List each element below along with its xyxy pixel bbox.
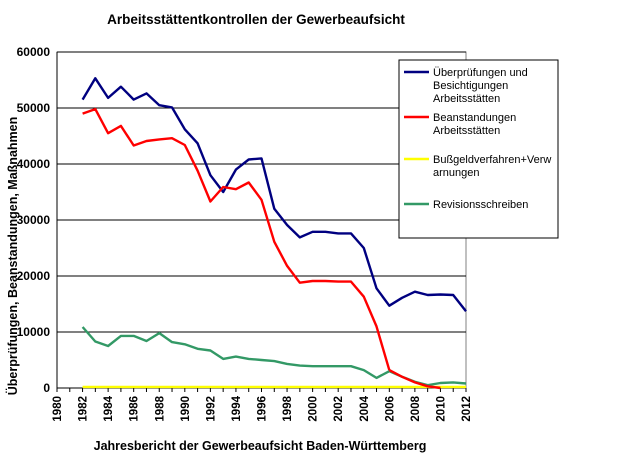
y-axis-title: Überprüfungen, Beanstandungen, Maßnahmen: [5, 117, 20, 396]
legend-label-line: Besichtigungen: [433, 80, 508, 92]
x-tick-label: 2004: [359, 395, 371, 421]
series-line-1: [82, 107, 391, 371]
x-tick-label: 2006: [384, 396, 396, 422]
gridlines: [57, 51, 466, 333]
x-tick-label: 2000: [308, 396, 320, 422]
x-tick-label: 1982: [78, 396, 90, 422]
x-tick-label: 1990: [180, 396, 192, 422]
y-tick-label: 30000: [17, 213, 51, 227]
x-tick-label: 2008: [410, 395, 422, 421]
x-tick-label: 1986: [129, 396, 141, 422]
x-tick-label: 1984: [103, 395, 115, 421]
x-tick-label: 1994: [231, 395, 243, 421]
y-tick-label: 60000: [17, 45, 51, 59]
legend-label-line: Bußgeldverfahren+Verw: [433, 154, 551, 166]
y-tick-label: 0: [43, 381, 50, 395]
series-lines: [81, 77, 467, 390]
legend-label: Revisionsschreiben: [433, 199, 528, 211]
legend: Überprüfungen und Besichtigungen Arbeitsst…: [398, 59, 559, 239]
x-tick-label: 1998: [282, 395, 294, 421]
legend-label: Bußgeldverfahren+Verw arnungen: [433, 154, 551, 179]
y-tick-label: 50000: [17, 101, 51, 115]
legend-label-line: Überprüfungen und: [433, 67, 528, 79]
x-tick-label: 1992: [205, 396, 217, 422]
series-line-extension-0: [388, 369, 441, 390]
y-tick-label: 10000: [17, 325, 51, 339]
x-axis-title: Jahresbericht der Gewerbeaufsicht Baden-…: [94, 439, 427, 453]
legend-label-line: arnungen: [433, 167, 480, 179]
x-tick-label: 2012: [461, 396, 473, 422]
x-tick-label: 1988: [154, 395, 166, 421]
legend-label-line: Beanstandungen: [433, 112, 516, 124]
y-tick-labels: 0 10000 20000 30000 40000 50000 60000: [17, 45, 51, 395]
x-tick-label: 1996: [257, 396, 269, 422]
legend-label-line: Arbeitsstätten: [433, 125, 500, 137]
legend-label-line: Arbeitsstätten: [433, 93, 500, 105]
legend-label-line: Revisionsschreiben: [433, 199, 528, 211]
legend-box: [398, 59, 559, 239]
series-line-0: [81, 77, 467, 313]
legend-label: Beanstandungen Arbeitsstätten: [433, 112, 516, 137]
legend-label: Überprüfungen und Besichtigungen Arbeitsst…: [433, 67, 528, 105]
x-tick-label: 1980: [52, 396, 64, 422]
x-tick-label: 2010: [435, 396, 447, 422]
x-tick-label: 2002: [333, 396, 345, 422]
y-tick-label: 20000: [17, 269, 51, 283]
chart-title: Arbeitsstättentkontrollen der Gewerbeauf…: [107, 12, 405, 27]
y-tick-label: 40000: [17, 157, 51, 171]
x-tick-labels: 1980 1982 1984 1986 1988 1990 1992 1994 1996 1998…: [52, 395, 473, 421]
